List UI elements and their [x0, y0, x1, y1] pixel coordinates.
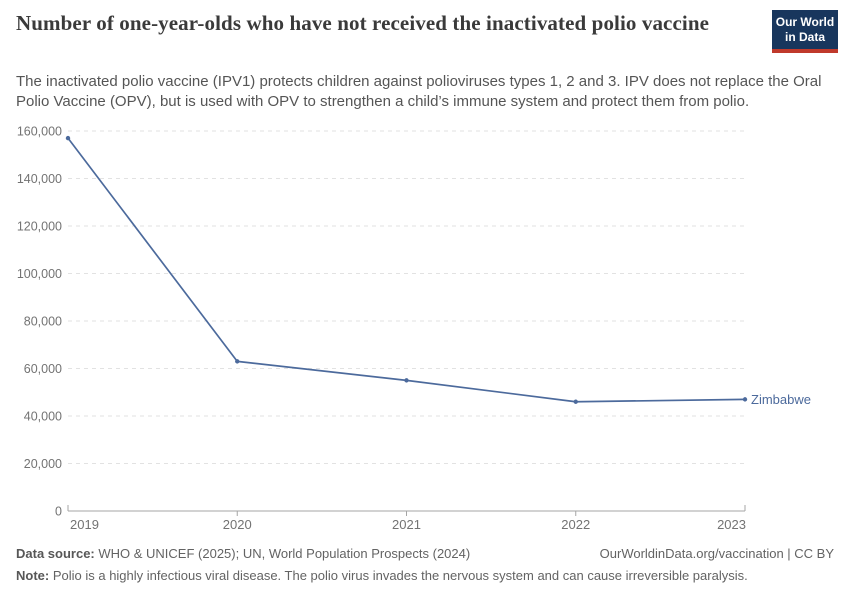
y-tick-label: 140,000	[17, 172, 62, 186]
x-tick-label: 2022	[561, 517, 590, 532]
y-tick-label: 120,000	[17, 220, 62, 234]
x-tick-label: 2023	[717, 517, 746, 532]
series-line	[67, 137, 746, 403]
y-tick-label: 80,000	[24, 315, 62, 329]
license-text: OurWorldinData.org/vaccination | CC BY	[599, 546, 834, 561]
data-point	[404, 378, 409, 383]
chart-note: Note: Polio is a highly infectious viral…	[16, 566, 834, 586]
data-point	[573, 399, 578, 404]
y-tick-label: 160,000	[17, 125, 62, 139]
y-tick-label: 40,000	[24, 410, 62, 424]
data-point	[742, 397, 748, 402]
note-text: Polio is a highly infectious viral disea…	[49, 568, 748, 583]
y-tick-label: 20,000	[24, 457, 62, 471]
y-tick-label: 100,000	[17, 267, 62, 281]
y-tick-label: 0	[55, 505, 62, 519]
data-point	[235, 359, 240, 364]
data-source: Data source: WHO & UNICEF (2025); UN, Wo…	[16, 544, 470, 564]
owid-logo: Our World in Data	[772, 10, 838, 53]
x-tick-label: 2019	[70, 517, 99, 532]
line-chart: 0 20,000 40,000 60,000 80,000 100,000 120,000 1…	[17, 125, 811, 533]
data-point	[65, 135, 71, 141]
data-source-text: WHO & UNICEF (2025); UN, World Populatio…	[94, 546, 471, 561]
series-label: Zimbabwe	[751, 392, 811, 407]
chart-title: Number of one-year-olds who have not rec…	[16, 11, 710, 35]
chart-footer: Data source: WHO & UNICEF (2025); UN, Wo…	[16, 544, 834, 586]
y-tick-label: 60,000	[24, 362, 62, 376]
note-label: Note:	[16, 568, 50, 583]
x-tick-label: 2021	[392, 517, 421, 532]
data-source-label: Data source:	[16, 546, 95, 561]
chart-subtitle: The inactivated polio vaccine (IPV1) pro…	[16, 73, 822, 110]
owid-logo-line2: in Data	[784, 30, 825, 44]
x-tick-label: 2020	[223, 517, 252, 532]
owid-logo-line1: Our World	[775, 15, 835, 29]
